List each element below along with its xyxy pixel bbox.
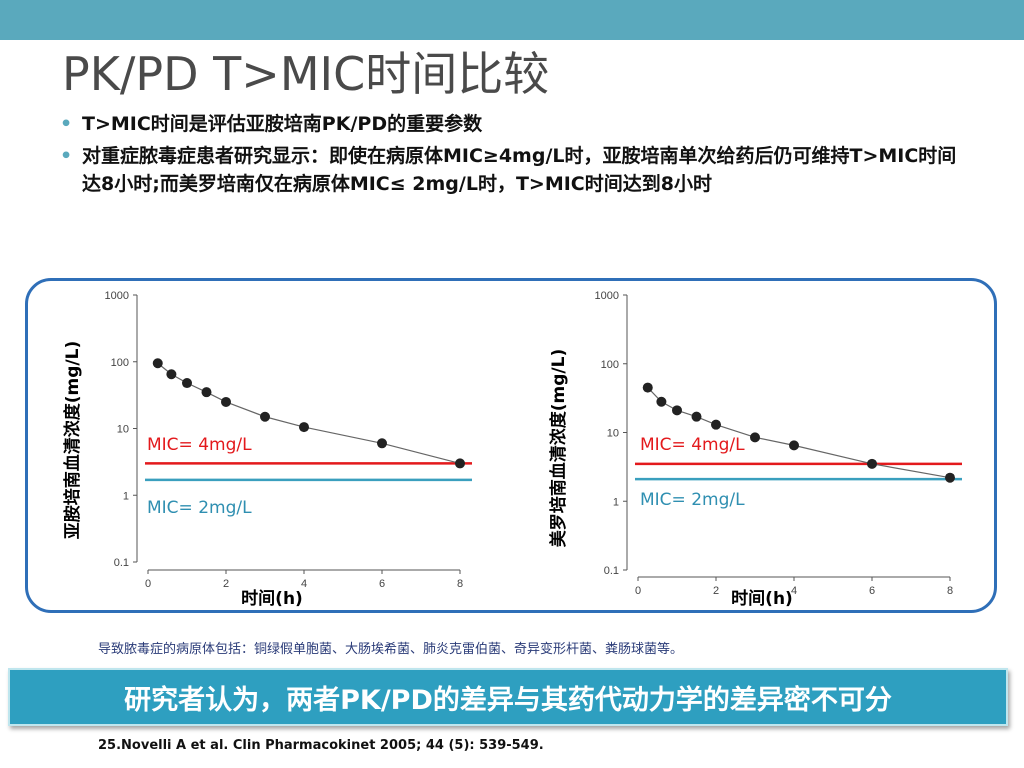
- x-tick-label: 2: [223, 578, 229, 590]
- chart-frame: [25, 278, 997, 613]
- x-tick-label: 6: [379, 578, 385, 590]
- y-axis-label: 美罗培南血清浓度(mg/L): [548, 349, 569, 547]
- data-point: [691, 411, 702, 422]
- x-tick-label: 4: [301, 578, 307, 590]
- data-point: [166, 369, 177, 380]
- data-point: [867, 458, 877, 469]
- mic-threshold-label: MIC= 4mg/L: [640, 435, 745, 455]
- y-tick-label: 100: [601, 359, 619, 371]
- slide-title: PK/PD T>MIC时间比较: [62, 47, 550, 101]
- y-tick-label: 1: [613, 496, 619, 508]
- y-tick-label: 10: [117, 424, 129, 436]
- data-point: [789, 440, 799, 451]
- bullet-item: • 对重症脓毒症患者研究显示：即使在病原体MIC≥4mg/L时，亚胺培南单次给药…: [60, 142, 960, 198]
- y-tick-label: 100: [111, 357, 129, 369]
- bullet-text: T>MIC时间是评估亚胺培南PK/PD的重要参数: [82, 113, 483, 135]
- bullet-dot-icon: •: [60, 113, 73, 135]
- bullet-item: • T>MIC时间是评估亚胺培南PK/PD的重要参数: [60, 110, 960, 138]
- data-point: [945, 472, 955, 483]
- conclusion-text: 研究者认为，两者PK/PD的差异与其药代动力学的差异密不可分: [124, 684, 892, 716]
- x-tick-label: 0: [635, 585, 641, 597]
- data-point: [221, 396, 231, 407]
- top-accent-bar: [0, 0, 1024, 40]
- data-point: [201, 387, 212, 398]
- data-point: [750, 432, 760, 443]
- data-point: [299, 422, 309, 433]
- x-tick-label: 0: [145, 578, 151, 590]
- bullet-text: 对重症脓毒症患者研究显示：即使在病原体MIC≥4mg/L时，亚胺培南单次给药后仍…: [82, 145, 957, 195]
- x-tick-label: 8: [457, 578, 463, 590]
- bullet-list: • T>MIC时间是评估亚胺培南PK/PD的重要参数 • 对重症脓毒症患者研究显…: [60, 110, 960, 202]
- data-point: [672, 405, 682, 416]
- mic-threshold-label: MIC= 4mg/L: [147, 435, 252, 455]
- data-point: [642, 382, 653, 393]
- data-point: [656, 396, 667, 407]
- x-tick-label: 4: [791, 585, 797, 597]
- data-point: [711, 419, 721, 430]
- mic-threshold-label: MIC= 2mg/L: [147, 498, 252, 518]
- x-axis-label: 时间(h): [241, 588, 303, 609]
- bullet-dot-icon: •: [60, 145, 73, 167]
- data-point: [182, 378, 192, 389]
- y-tick-label: 1000: [595, 290, 619, 302]
- data-point: [455, 458, 465, 469]
- mic-threshold-label: MIC= 2mg/L: [640, 490, 745, 510]
- data-point: [377, 438, 387, 449]
- y-tick-label: 0.1: [604, 565, 619, 577]
- y-tick-label: 1: [123, 490, 129, 502]
- conclusion-banner: 研究者认为，两者PK/PD的差异与其药代动力学的差异密不可分: [8, 668, 1008, 726]
- y-tick-label: 1000: [105, 290, 129, 302]
- x-tick-label: 8: [947, 585, 953, 597]
- x-tick-label: 6: [869, 585, 875, 597]
- pathogens-note: 导致脓毒症的病原体包括：铜绿假单胞菌、大肠埃希菌、肺炎克雷伯菌、奇异变形杆菌、粪…: [98, 642, 684, 657]
- y-axis-label: 亚胺培南血清浓度(mg/L): [62, 341, 83, 539]
- data-point: [260, 411, 270, 422]
- x-tick-label: 2: [713, 585, 719, 597]
- x-axis-label: 时间(h): [731, 588, 793, 609]
- reference-citation: 25.Novelli A et al. Clin Pharmacokinet 2…: [98, 738, 544, 753]
- y-tick-label: 10: [607, 428, 619, 440]
- y-tick-label: 0.1: [114, 557, 129, 569]
- data-point: [152, 358, 163, 369]
